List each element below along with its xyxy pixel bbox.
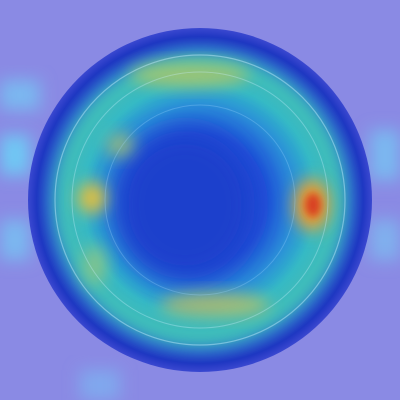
hot-lower-left bbox=[83, 245, 107, 285]
hot-right-core bbox=[305, 193, 321, 217]
rim-highlight bbox=[104, 104, 296, 296]
dish bbox=[28, 28, 372, 372]
dark-center bbox=[115, 130, 255, 280]
rim-highlight bbox=[54, 54, 346, 346]
hot-left bbox=[78, 182, 106, 214]
bg-patch bbox=[0, 220, 30, 260]
bg-patch bbox=[370, 130, 400, 180]
hot-bottom bbox=[160, 293, 270, 317]
bg-patch bbox=[370, 220, 400, 260]
bg-patch bbox=[0, 80, 40, 110]
bg-patch bbox=[80, 370, 120, 400]
hot-top bbox=[130, 63, 250, 87]
rim-highlight bbox=[71, 71, 329, 329]
bg-patch bbox=[0, 135, 30, 175]
hot-upper-left bbox=[106, 133, 134, 157]
